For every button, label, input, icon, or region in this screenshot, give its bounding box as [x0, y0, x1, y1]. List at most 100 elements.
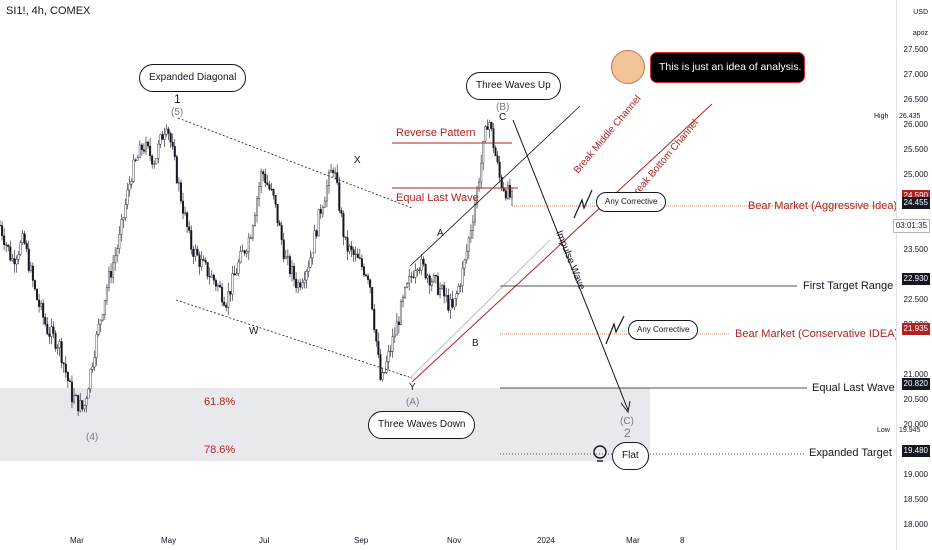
impulse-arrow-head — [620, 400, 631, 414]
candle-body — [50, 326, 53, 337]
candle-body — [27, 248, 30, 271]
candle-body — [315, 230, 318, 237]
price-tag: 21.935 — [901, 322, 930, 335]
y-tick-label: 20.500 — [903, 395, 928, 405]
candle-body — [192, 249, 195, 257]
candle-body — [387, 351, 390, 363]
candle-body — [165, 128, 168, 135]
candle-body — [484, 126, 487, 142]
wave-cc-label: (C) — [620, 416, 634, 427]
avatar-icon — [611, 50, 645, 84]
three-waves-up-callout[interactable]: Three Waves Up — [466, 72, 561, 100]
candle-body — [317, 209, 320, 237]
x-tick-label: Jul — [259, 536, 270, 545]
break-middle-label: Break Middle Channel — [572, 93, 644, 175]
low-value: 19.945 — [899, 427, 921, 434]
candle-body — [432, 275, 435, 282]
flat-callout[interactable]: Flat — [612, 442, 649, 470]
x-tick-label: Sep — [354, 536, 369, 545]
y-tick-label: 20.000 — [903, 420, 928, 430]
any-corrective-callout-1[interactable]: Any Corrective — [596, 192, 667, 212]
candle-body — [449, 298, 452, 311]
candle-body — [288, 256, 291, 274]
candle-body — [11, 258, 14, 261]
candle-body — [149, 145, 152, 157]
candle-body — [459, 285, 462, 287]
candle-body — [239, 251, 242, 263]
candle-body — [208, 276, 211, 278]
candle-body — [210, 274, 213, 278]
symbol-title[interactable]: SI1!, 4h, COMEX — [6, 5, 91, 17]
price-tag: 22.930 — [901, 272, 930, 285]
candle-body — [319, 209, 322, 214]
candle-body — [365, 274, 368, 277]
countdown-tag: 03:01:35 — [892, 219, 930, 233]
candle-body — [188, 226, 191, 231]
candle-body — [151, 155, 154, 165]
candle-body — [486, 126, 489, 130]
candle-body — [430, 281, 433, 286]
candle-body — [506, 185, 509, 199]
candle-body — [163, 134, 166, 140]
candle-body — [373, 308, 376, 330]
candle-body — [379, 354, 382, 380]
candle-body — [19, 242, 22, 255]
candle-body — [62, 362, 65, 365]
candle-body — [184, 212, 187, 214]
candle-body — [177, 182, 180, 184]
candle-body — [91, 366, 94, 370]
candle-body — [307, 267, 310, 272]
y-tick-label: 26.500 — [903, 95, 928, 105]
candle-body — [303, 279, 306, 284]
y-tick-label: 22.500 — [903, 295, 928, 305]
candle-body — [295, 278, 298, 288]
candle-body — [270, 188, 273, 190]
candle-body — [66, 372, 69, 381]
candle-body — [358, 257, 361, 259]
candle-body — [408, 276, 411, 284]
candle-body — [221, 286, 224, 303]
candle-body — [120, 219, 123, 235]
any-corrective-callout-2[interactable]: Any Corrective — [628, 320, 699, 340]
candle-body — [85, 398, 88, 406]
lightbulb-icon — [593, 445, 607, 462]
candle-body — [492, 128, 495, 149]
candle-body — [46, 323, 49, 335]
candle-body — [299, 282, 302, 288]
y-tick-label: 25.000 — [903, 170, 928, 180]
candle-body — [428, 275, 431, 286]
scale-mode-label[interactable]: apoz — [912, 30, 928, 37]
candle-body — [171, 141, 174, 147]
y-tick-label: 18.000 — [903, 520, 928, 530]
x-tick-label: 2024 — [537, 536, 555, 545]
candle-body — [434, 275, 437, 277]
candle-body — [406, 283, 409, 288]
candle-body — [284, 256, 287, 259]
expanded-diagonal-callout[interactable]: Expanded Diagonal — [139, 64, 247, 92]
candle-body — [455, 293, 458, 299]
candle-body — [278, 222, 281, 226]
candle-body — [494, 147, 497, 156]
candle-body — [253, 214, 256, 227]
candle-body — [511, 191, 514, 198]
candle-body — [478, 181, 481, 189]
candle-body — [457, 285, 460, 294]
candle-body — [159, 134, 162, 145]
candle-body — [142, 149, 145, 152]
x-tick-label: Mar — [70, 536, 84, 545]
candle-body — [105, 287, 108, 301]
candle-body — [99, 319, 102, 325]
candle-body — [490, 122, 493, 129]
candle-body — [467, 237, 470, 252]
three-waves-down-callout[interactable]: Three Waves Down — [368, 411, 476, 439]
y-tick-label: 25.500 — [903, 145, 928, 155]
candle-body — [42, 302, 45, 318]
analysis-note[interactable]: This is just an idea of analysis. — [650, 52, 805, 83]
candle-body — [200, 259, 203, 267]
zigzag-2 — [605, 315, 625, 345]
price-tag: 24.455 — [901, 196, 930, 209]
candle-body — [182, 200, 185, 214]
candle-body — [348, 245, 351, 252]
